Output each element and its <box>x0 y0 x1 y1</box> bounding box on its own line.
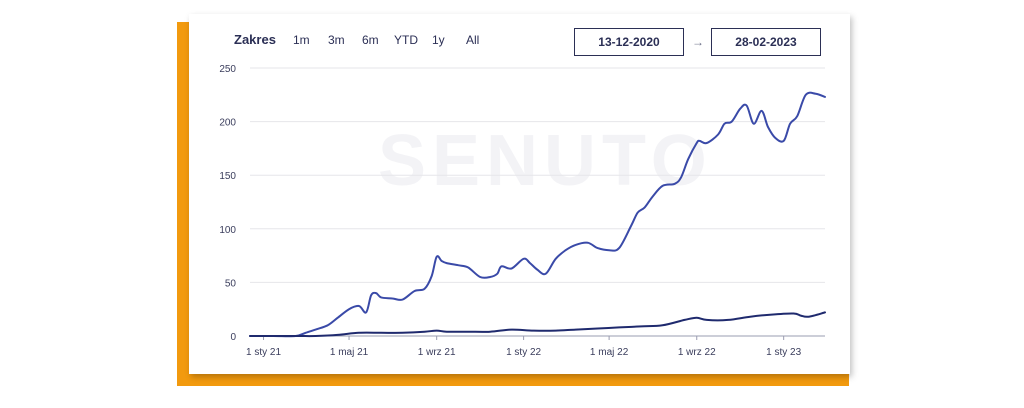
x-tick-label: 1 sty 21 <box>246 347 281 358</box>
y-tick-label: 0 <box>230 332 236 343</box>
x-tick-label: 1 sty 22 <box>506 347 541 358</box>
chart-card <box>189 14 850 374</box>
x-tick-label: 1 maj 21 <box>330 347 369 358</box>
series-line-main <box>249 91 826 338</box>
date-range-arrow: → <box>692 35 704 49</box>
y-tick-label: 250 <box>219 64 236 75</box>
range-button-6m[interactable]: 6m <box>362 33 379 47</box>
start-date-field[interactable]: 13-12-2020 <box>574 28 684 56</box>
x-tick-label: 1 maj 22 <box>590 347 629 358</box>
y-tick-label: 150 <box>219 171 236 182</box>
end-date-value: 28-02-2023 <box>735 35 797 49</box>
range-button-all[interactable]: All <box>466 33 480 47</box>
range-button-3m[interactable]: 3m <box>328 33 345 47</box>
y-tick-label: 200 <box>219 118 236 129</box>
series-line-secondary <box>249 311 826 338</box>
senuto-watermark: SENUTO <box>378 121 713 201</box>
start-date-value: 13-12-2020 <box>598 35 660 49</box>
range-button-ytd[interactable]: YTD <box>394 33 418 47</box>
x-tick-label: 1 sty 23 <box>766 347 801 358</box>
x-tick-label: 1 wrz 21 <box>418 347 456 358</box>
end-date-field[interactable]: 28-02-2023 <box>711 28 821 56</box>
range-label: Zakres <box>234 32 276 47</box>
range-button-1m[interactable]: 1m <box>293 33 310 47</box>
x-tick-label: 1 wrz 22 <box>678 347 716 358</box>
y-tick-label: 100 <box>219 225 236 236</box>
range-button-1y[interactable]: 1y <box>432 33 445 47</box>
y-tick-label: 50 <box>225 278 237 289</box>
